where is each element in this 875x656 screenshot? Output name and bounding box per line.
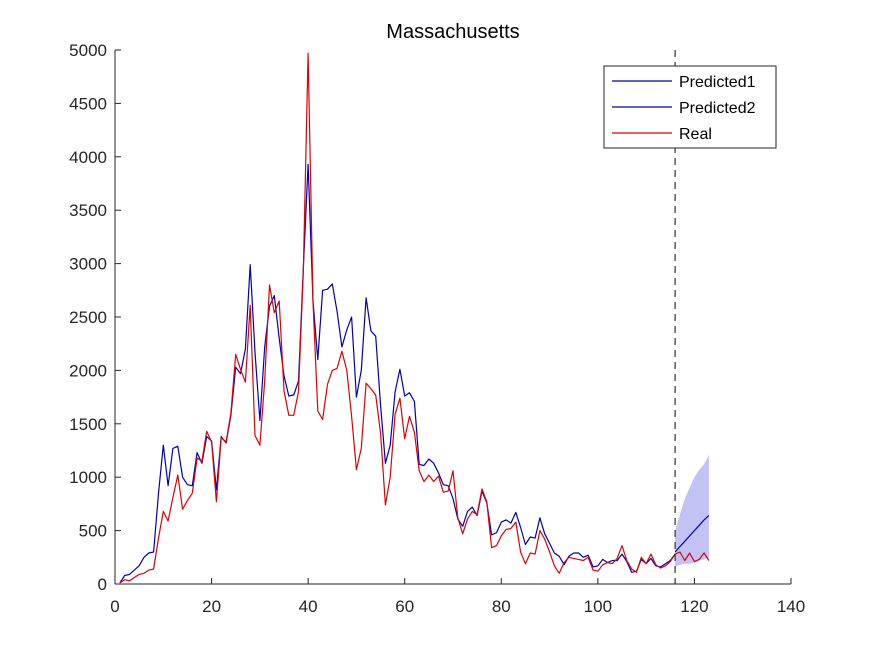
y-tick-label: 2500	[69, 308, 107, 327]
y-tick-label: 0	[98, 575, 107, 594]
chart-title: Massachusetts	[386, 21, 519, 43]
x-tick-label: 60	[395, 597, 414, 616]
y-tick-label: 1000	[69, 468, 107, 487]
legend-label: Predicted2	[679, 100, 756, 117]
x-tick-label: 20	[202, 597, 221, 616]
y-tick-label: 5000	[69, 41, 107, 60]
y-tick-label: 2000	[69, 361, 107, 380]
y-tick-label: 1500	[69, 415, 107, 434]
x-tick-label: 0	[110, 597, 119, 616]
legend: Predicted1 Predicted2 Real	[603, 65, 777, 149]
series-line-predicted2	[674, 515, 710, 553]
y-tick-label: 500	[79, 522, 107, 541]
series-line-predicted1	[119, 163, 676, 584]
x-tick-label: 80	[492, 597, 511, 616]
y-tick-label: 4500	[69, 94, 107, 113]
x-tick-label: 120	[680, 597, 708, 616]
x-tick-label: 40	[299, 597, 318, 616]
confidence-band	[675, 454, 709, 567]
legend-label: Real	[679, 126, 712, 143]
y-tick-label: 3500	[69, 201, 107, 220]
y-tick-label: 4000	[69, 148, 107, 167]
series-line-real	[119, 52, 710, 584]
axes: 0 20 40 60 80 100 120 140 0 500 1000 1500 2000 2500 30…	[69, 41, 805, 616]
legend-label: Predicted1	[679, 74, 756, 91]
x-tick-label: 100	[584, 597, 612, 616]
y-tick-label: 3000	[69, 255, 107, 274]
x-tick-label: 140	[777, 597, 805, 616]
